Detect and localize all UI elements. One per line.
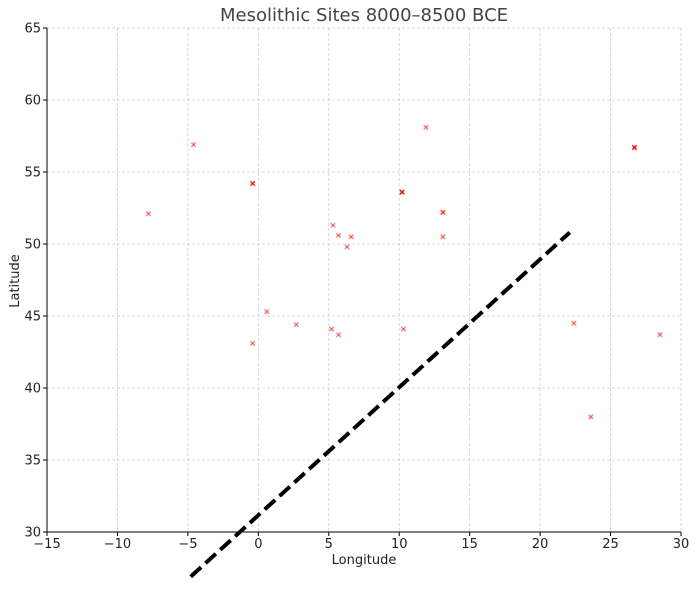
data-point: [293, 321, 300, 328]
x-tick-label: 25: [602, 537, 619, 552]
data-point: [330, 222, 336, 229]
y-axis-label: Latitude: [8, 254, 23, 308]
trend-line-group: [189, 230, 572, 579]
x-tick-label: −15: [33, 537, 60, 552]
x-tick-label: 15: [461, 537, 478, 552]
data-point: [440, 209, 446, 216]
data-point: [631, 144, 638, 151]
y-tick-label: 45: [24, 310, 41, 325]
data-point: [145, 210, 152, 217]
data-point: [335, 331, 342, 338]
data-point: [588, 414, 594, 420]
data-point: [344, 244, 350, 250]
axes: −15 −10 −5 0 5 10 15 20 25 30 30 35 40 45 50 55 60 65: [24, 22, 689, 553]
x-tick-label: 20: [532, 537, 549, 552]
y-tick-label: 30: [24, 526, 41, 541]
y-tick-label: 50: [24, 238, 41, 253]
x-axis-label: Longitude: [332, 553, 397, 568]
data-point: [249, 340, 256, 347]
data-point: [399, 189, 405, 195]
data-point: [657, 331, 663, 338]
y-tick-label: 65: [24, 22, 41, 37]
x-tick-label: −5: [178, 537, 197, 552]
x-tick-label: 5: [325, 537, 333, 552]
data-points: [145, 124, 663, 420]
y-tick-label: 55: [24, 166, 41, 181]
x-tick-label: 30: [673, 537, 690, 552]
x-tick-label: −10: [104, 537, 131, 552]
data-point: [400, 326, 407, 332]
y-tick-label: 40: [24, 382, 41, 397]
y-tick-label: 35: [24, 454, 41, 469]
data-point: [571, 320, 577, 326]
grid-lines: [46, 27, 682, 533]
data-point: [348, 234, 355, 240]
data-point: [335, 232, 342, 239]
data-point: [423, 124, 429, 131]
trend-line: [189, 230, 572, 579]
data-point: [440, 234, 446, 240]
data-point: [264, 308, 270, 315]
x-tick-label: 0: [254, 537, 262, 552]
x-tick-label: 10: [391, 537, 408, 552]
data-point: [328, 326, 335, 332]
chart-title: Mesolithic Sites 8000–8500 BCE: [220, 5, 508, 26]
data-point: [249, 180, 256, 187]
y-tick-label: 60: [24, 94, 41, 109]
data-point: [190, 141, 197, 148]
